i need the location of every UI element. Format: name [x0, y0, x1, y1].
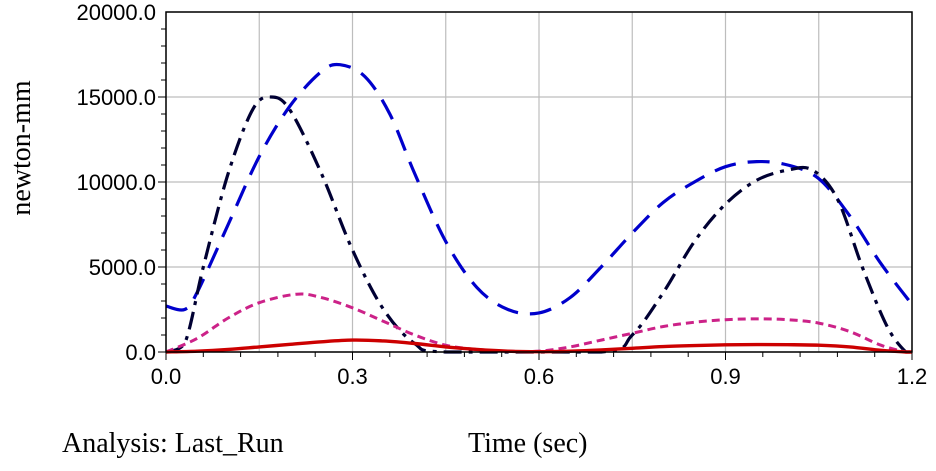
x-tick-label: 0.3 [337, 364, 368, 389]
x-tick-label: 0.9 [710, 364, 741, 389]
analysis-label: Analysis: Last_Run [62, 428, 284, 459]
y-axis-title: newton-mm [6, 80, 37, 216]
x-tick-label: 0.6 [524, 364, 555, 389]
series-line-2 [165, 95, 912, 354]
x-tick-label: 1.2 [897, 364, 928, 389]
y-tick-label: 0.0 [125, 340, 156, 365]
series-line-1 [165, 62, 914, 316]
series-line-3 [165, 292, 912, 354]
y-tick-label: 5000.0 [89, 255, 156, 280]
x-axis-title: Time (sec) [468, 428, 588, 459]
grid [165, 11, 913, 353]
y-tick-label: 15000.0 [76, 85, 156, 110]
x-tick-label: 0.0 [151, 364, 182, 389]
y-tick-label: 10000.0 [76, 170, 156, 195]
y-tick-label: 20000.0 [76, 0, 156, 25]
ticks: 0.0 0.3 0.6 0.9 1.2 0.0 5000.0 10000.0 15000.0 20… [76, 0, 927, 389]
